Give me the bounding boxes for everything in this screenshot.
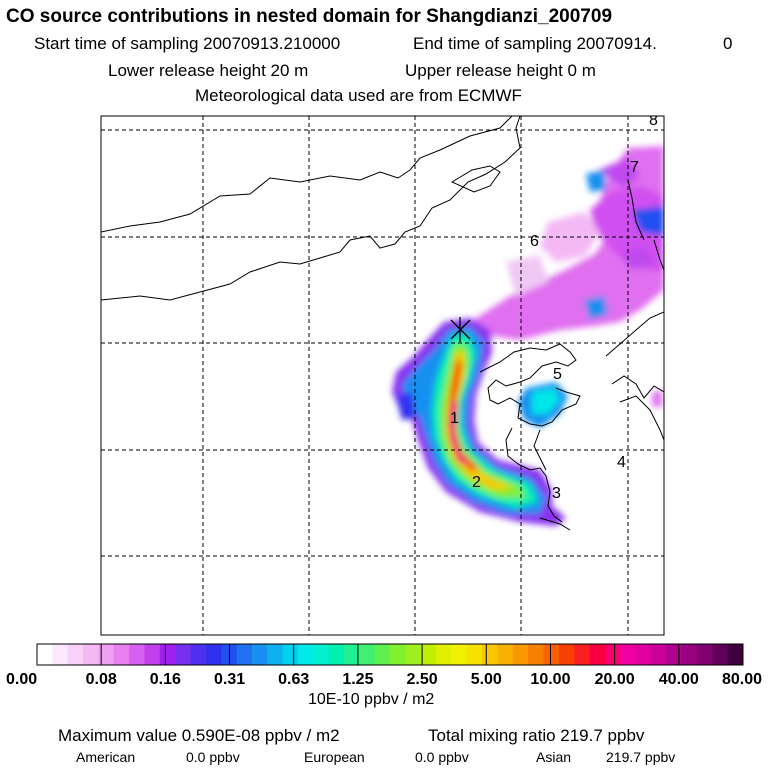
point-label-3: 3 (552, 485, 561, 502)
european-label: European (304, 749, 365, 765)
colorbar-cell (359, 644, 376, 665)
colorbar-cell (159, 644, 176, 665)
point-label-4: 4 (617, 454, 626, 471)
lat-lon-grid (101, 116, 664, 635)
american-value: 0.0 ppbv (186, 749, 240, 765)
colorbar-cell (297, 644, 314, 665)
point-label-5: 5 (553, 366, 562, 383)
release-site-marker (450, 317, 471, 342)
colorbar-cell (267, 644, 284, 665)
colorbar-cell (650, 644, 667, 665)
colorbar-cell (175, 644, 191, 665)
met-data-label: Meteorological data used are from ECMWF (195, 86, 522, 105)
start-time-label: Start time of sampling 20070913.210000 (34, 34, 341, 53)
colorbar-tick-label: 0.00 (6, 671, 37, 688)
colorbar-cell (236, 644, 253, 665)
colorbar-tick-label: 0.63 (278, 671, 309, 688)
colorbar-cell (528, 644, 544, 665)
colorbar-cell (620, 644, 637, 665)
colorbar-cell (451, 644, 468, 665)
colorbar-cell (37, 644, 53, 665)
colorbar-tick-labels: 0.00 0.08 0.16 0.31 0.63 1.25 2.50 5.00 10.00 20.… (6, 671, 762, 688)
colorbar-cell (466, 644, 483, 665)
colorbar-cell (574, 644, 591, 665)
colorbar-cell (251, 644, 268, 665)
colorbar-tick-label: 20.00 (595, 671, 635, 688)
colorbar-cell (129, 644, 145, 665)
map-layer: 1 2 3 4 5 6 7 8 (101, 112, 664, 635)
asian-value: 219.7 ppbv (606, 749, 676, 765)
colorbar-cell (113, 644, 130, 665)
maximum-value-label: Maximum value 0.590E-08 ppbv / m2 (58, 726, 340, 745)
coastlines (101, 116, 664, 531)
colorbar-cell (98, 644, 115, 665)
end-time-label: End time of sampling 20070914. (413, 34, 657, 53)
end-time-suffix: 0 (723, 34, 733, 53)
colorbar-cell (282, 644, 299, 665)
colorbar-cell (727, 644, 744, 665)
upper-release-label: Upper release height 0 m (405, 61, 596, 80)
colorbar-cell (67, 644, 84, 665)
colorbar-cell (436, 644, 452, 665)
colorbar-cell (343, 644, 360, 665)
colorbar-tick-label: 10.00 (530, 671, 570, 688)
chart-title: CO source contributions in nested domain… (6, 6, 613, 27)
colorbar-cell (190, 644, 207, 665)
colorbar-cell (374, 644, 391, 665)
point-label-6: 6 (530, 233, 539, 250)
european-value: 0.0 ppbv (415, 749, 469, 765)
colorbar-tick-label: 0.16 (150, 671, 181, 688)
colorbar-tick-label: 1.25 (342, 671, 373, 688)
colorbar-cell (144, 644, 161, 665)
colorbar-cell (635, 644, 652, 665)
colorbar-cell (482, 644, 498, 665)
point-label-8: 8 (649, 112, 658, 129)
colorbar-cell (512, 644, 529, 665)
colorbar-tick-label: 5.00 (471, 671, 502, 688)
colorbar-cell (558, 644, 575, 665)
colorbar-cell (589, 644, 606, 665)
colorbar-cell (83, 644, 99, 665)
colorbar-tick-label: 40.00 (659, 671, 699, 688)
map-frame (100, 115, 665, 636)
point-label-2: 2 (472, 474, 481, 491)
colorbar-tick-label: 2.50 (407, 671, 438, 688)
colorbar-unit-label: 10E-10 ppbv / m2 (308, 691, 435, 708)
colorbar-tick-label: 80.00 (722, 671, 762, 688)
colorbar-cell (52, 644, 69, 665)
asian-label: Asian (536, 749, 572, 765)
colorbar-cell (604, 644, 621, 665)
colorbar-cell (390, 644, 406, 665)
colorbar-tick-label: 0.31 (214, 671, 245, 688)
colorbar-cell (328, 644, 345, 665)
colorbar-cell (497, 644, 514, 665)
point-label-7: 7 (630, 159, 639, 176)
colorbar-frame (36, 643, 744, 666)
colorbar (36, 644, 744, 665)
colorbar-cell (666, 644, 683, 665)
colorbar-cell (543, 644, 560, 665)
colorbar-cell (712, 644, 729, 665)
point-label-1: 1 (450, 410, 459, 427)
colorbar-cell (313, 644, 330, 665)
total-mixing-ratio-label: Total mixing ratio 219.7 ppbv (428, 726, 645, 745)
colorbar-tick-label: 0.08 (86, 671, 117, 688)
point-labels: 1 2 3 4 5 6 7 8 (450, 112, 658, 502)
colorbar-cell (420, 644, 437, 665)
colorbar-cell (205, 644, 222, 665)
american-label: American (76, 749, 136, 765)
colorbar-cell (405, 644, 422, 665)
colorbar-cell (696, 644, 713, 665)
colorbar-cell (681, 644, 698, 665)
lower-release-label: Lower release height 20 m (108, 61, 309, 80)
